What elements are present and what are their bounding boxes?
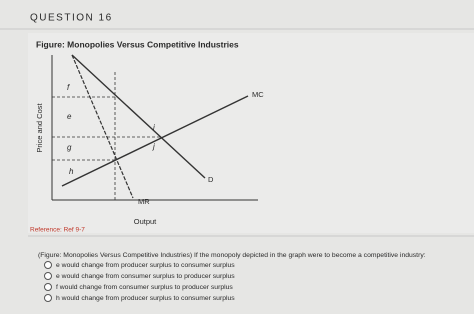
area-label: i bbox=[153, 123, 155, 132]
area-label: g bbox=[67, 143, 72, 152]
radio-button[interactable] bbox=[44, 272, 52, 280]
options: e would change from producer surplus to … bbox=[44, 261, 235, 302]
radio-button[interactable] bbox=[44, 283, 52, 291]
area-label: h bbox=[69, 167, 74, 176]
radio-button[interactable] bbox=[44, 294, 52, 302]
diagram bbox=[51, 54, 258, 201]
curve-label: D bbox=[208, 175, 214, 184]
option-text[interactable]: f would change from consumer surplus to … bbox=[56, 284, 233, 291]
curve-label: MC bbox=[252, 90, 264, 99]
area-label: f bbox=[67, 83, 70, 92]
figure-title: Figure: Monopolies Versus Competitive In… bbox=[36, 39, 239, 49]
figure-panel bbox=[28, 33, 474, 233]
area-label: j bbox=[152, 142, 155, 151]
x-axis-label: Output bbox=[134, 217, 157, 226]
option-text[interactable]: e would change from consumer surplus to … bbox=[56, 273, 235, 280]
question-header: QUESTION 16 bbox=[30, 13, 113, 24]
reference: Reference: Ref 9-7 bbox=[30, 227, 85, 234]
option-text[interactable]: e would change from producer surplus to … bbox=[56, 262, 235, 269]
demand-curve bbox=[71, 54, 206, 179]
area-label: e bbox=[67, 112, 72, 121]
mc-curve bbox=[61, 95, 249, 187]
radio-button[interactable] bbox=[44, 261, 52, 269]
curve-label: MR bbox=[138, 197, 150, 206]
y-axis-label: Price and Cost bbox=[35, 102, 44, 152]
mr-curve bbox=[71, 54, 134, 199]
question-text: (Figure: Monopolies Versus Competitive I… bbox=[38, 252, 426, 259]
option-text[interactable]: h would change from producer surplus to … bbox=[56, 295, 235, 302]
